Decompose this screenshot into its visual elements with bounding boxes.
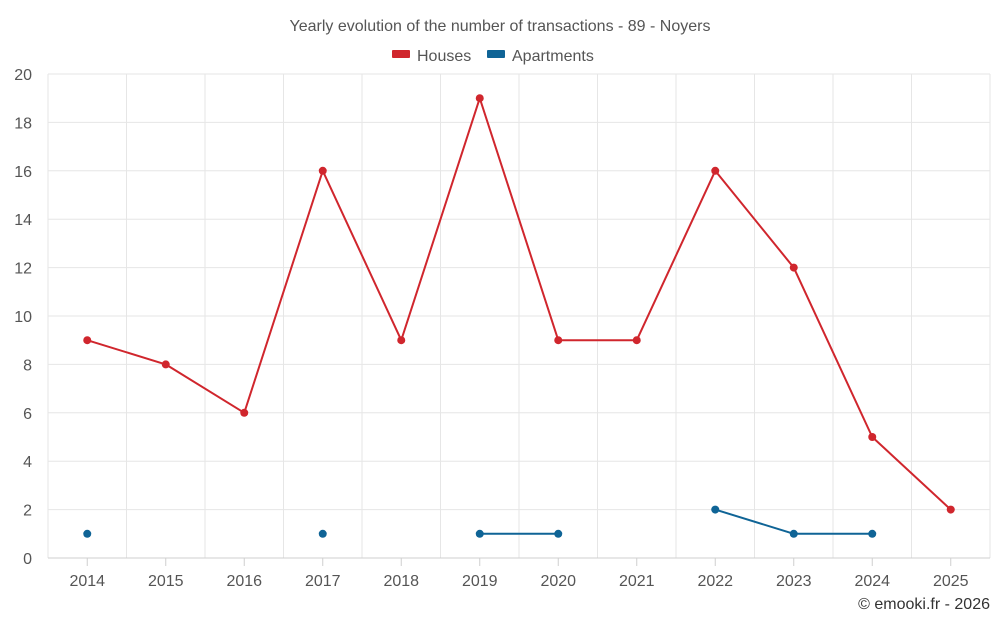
x-tick-label: 2020 <box>540 573 576 590</box>
data-point-houses-2020[interactable] <box>554 336 563 345</box>
x-axis: 2014 2015 2016 2017 2018 2019 2020 2021 2022 2023… <box>48 557 990 590</box>
data-point-houses-2019[interactable] <box>475 94 484 103</box>
y-axis: 0 2 4 6 8 10 12 14 16 18 20 <box>14 67 32 568</box>
data-point-apartments-2014[interactable] <box>83 529 92 538</box>
data-point-houses-2016[interactable] <box>240 408 249 417</box>
y-tick-label: 2 <box>23 503 32 520</box>
x-tick-label: 2015 <box>148 573 184 590</box>
series-segment-houses <box>164 363 246 414</box>
x-tick-label: 2024 <box>854 573 890 590</box>
y-tick-label: 4 <box>23 454 32 471</box>
x-tick-label: 2017 <box>305 573 341 590</box>
x-tick-label: 2023 <box>776 573 812 590</box>
y-tick-label: 20 <box>14 67 32 84</box>
data-point-houses-2015[interactable] <box>161 360 170 369</box>
y-tick-label: 0 <box>23 551 32 568</box>
x-tick-label: 2014 <box>69 573 105 590</box>
x-tick-label: 2019 <box>462 573 498 590</box>
y-tick-label: 18 <box>14 115 32 132</box>
y-tick-label: 8 <box>23 357 32 374</box>
x-tick-label: 2022 <box>697 573 733 590</box>
data-point-apartments-2023[interactable] <box>789 529 798 538</box>
data-point-houses-2018[interactable] <box>397 336 406 345</box>
data-point-houses-2023[interactable] <box>789 263 798 272</box>
data-point-apartments-2017[interactable] <box>318 529 327 538</box>
series-segment-houses <box>792 266 874 438</box>
data-point-houses-2025[interactable] <box>946 505 955 514</box>
data-point-houses-2014[interactable] <box>83 336 92 345</box>
x-tick-label: 2018 <box>383 573 419 590</box>
credit-text: © emooki.fr - 2026 <box>858 596 990 613</box>
legend-label-apartments: Apartments <box>512 48 594 65</box>
series-segment-houses <box>871 436 952 511</box>
series-segment-houses <box>86 339 167 366</box>
series-segment-houses <box>321 169 403 342</box>
legend: Houses Apartments <box>392 48 594 65</box>
data-point-houses-2024[interactable] <box>868 433 877 441</box>
series-segment-houses <box>400 97 481 342</box>
data-point-apartments-2022[interactable] <box>711 505 720 514</box>
grid <box>47 73 991 558</box>
legend-swatch-apartments <box>487 50 505 58</box>
data-point-houses-2022[interactable] <box>711 166 720 175</box>
y-tick-label: 6 <box>23 406 32 423</box>
series-houses <box>83 94 955 514</box>
series-segment-houses <box>478 97 560 342</box>
series-segment-houses <box>714 169 795 269</box>
chart-title: Yearly evolution of the number of transa… <box>290 18 711 35</box>
data-point-houses-2017[interactable] <box>318 166 327 175</box>
legend-item-houses[interactable]: Houses <box>392 48 471 65</box>
y-tick-label: 14 <box>14 212 32 229</box>
series-segment-houses <box>243 169 324 414</box>
series-segment-apartments <box>714 508 795 535</box>
legend-item-apartments[interactable]: Apartments <box>487 48 594 65</box>
y-tick-label: 12 <box>14 261 32 278</box>
data-point-apartments-2024[interactable] <box>868 529 877 538</box>
series-segment-houses <box>635 169 717 342</box>
data-point-apartments-2019[interactable] <box>475 529 484 538</box>
y-tick-label: 16 <box>14 164 32 181</box>
data-point-houses-2021[interactable] <box>632 336 641 345</box>
plot-area <box>83 94 955 538</box>
legend-swatch-houses <box>392 50 410 58</box>
y-tick-label: 10 <box>14 309 32 326</box>
series-apartments <box>83 505 877 538</box>
legend-label-houses: Houses <box>417 48 471 65</box>
x-tick-label: 2016 <box>226 573 262 590</box>
data-point-apartments-2020[interactable] <box>554 529 563 538</box>
x-tick-label: 2025 <box>933 573 969 590</box>
x-tick-label: 2021 <box>619 573 655 590</box>
